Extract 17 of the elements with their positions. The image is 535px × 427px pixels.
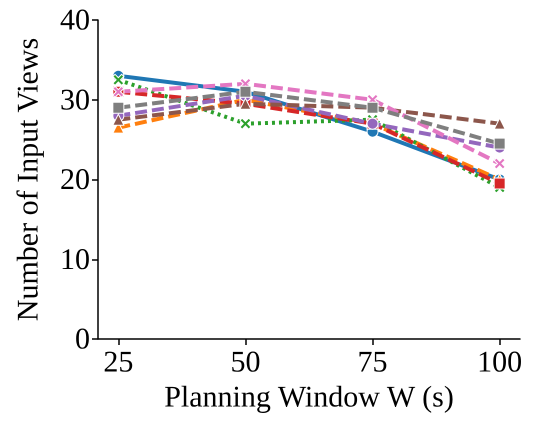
point [494,138,506,150]
y-axis-title: Number of Input Views [12,38,44,322]
point [494,177,506,190]
y-tick-label: 10 [60,242,90,276]
y-tick-label: 40 [60,4,90,36]
x-tick-label: 25 [103,346,134,378]
point [112,74,124,86]
point [112,102,124,114]
x-tick-label: 75 [358,346,388,378]
x-tick-label: 100 [477,346,522,378]
y-tick-label: 30 [60,83,90,116]
y-tick-label: 0 [75,322,90,356]
point [239,118,252,130]
x-axis-title: Planning Window W (s) [164,380,454,414]
y-tick-label: 20 [60,163,90,196]
x-tick-label: 50 [230,346,260,378]
point [494,158,506,170]
